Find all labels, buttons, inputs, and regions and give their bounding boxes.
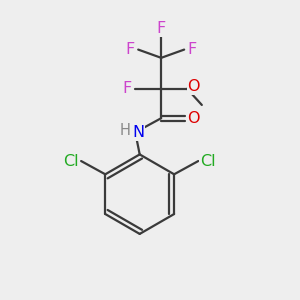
Text: O: O xyxy=(187,111,200,126)
Text: H: H xyxy=(119,123,130,138)
Text: F: F xyxy=(126,42,135,57)
Text: F: F xyxy=(188,42,197,57)
Text: F: F xyxy=(157,22,166,37)
Text: N: N xyxy=(132,125,144,140)
Text: F: F xyxy=(123,81,132,96)
Text: Cl: Cl xyxy=(200,154,216,169)
Text: O: O xyxy=(187,80,200,94)
Text: Cl: Cl xyxy=(64,154,79,169)
